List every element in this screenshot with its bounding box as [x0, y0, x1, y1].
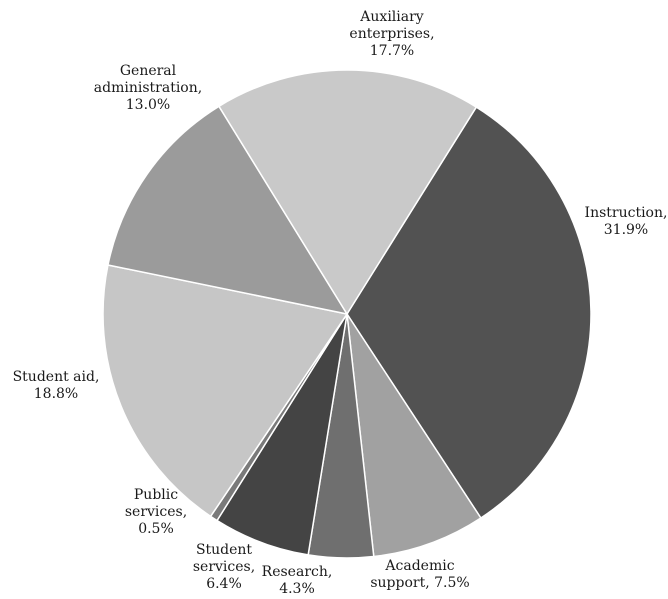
pie-labels: Instruction, 31.9% Academic support, 7.5% Re…: [13, 9, 668, 597]
slice-label-line: 4.3%: [279, 581, 315, 597]
slice-label-instruction: Instruction, 31.9%: [585, 205, 668, 238]
slice-label-general-administration: General administration, 13.0%: [94, 63, 202, 113]
pie-slice-auxiliary-enterprises: [217, 69, 478, 316]
slice-label-line: Public: [134, 487, 178, 503]
slice-label-line: Student aid,: [13, 369, 100, 385]
slice-label-line: services,: [125, 504, 187, 520]
slice-label-line: Academic: [384, 558, 454, 574]
slice-label-research: Research, 4.3%: [262, 564, 333, 597]
slice-label-line: 6.4%: [206, 576, 242, 592]
slice-label-line: 17.7%: [370, 43, 414, 59]
slice-label-line: 31.9%: [604, 222, 648, 238]
pie-slice-general-administration: [107, 105, 349, 316]
pie-slice-academic-support: [346, 313, 482, 558]
slice-label-line: Auxiliary: [359, 9, 423, 25]
slice-label-line: support, 7.5%: [370, 575, 469, 591]
slice-label-line: General: [120, 63, 177, 79]
pie-slices: [102, 69, 592, 559]
slice-label-line: Instruction,: [585, 205, 668, 221]
slice-label-line: enterprises,: [349, 26, 434, 42]
slice-label-line: services,: [193, 559, 255, 575]
slice-label-line: 0.5%: [138, 521, 174, 537]
slice-label-academic-support: Academic support, 7.5%: [370, 558, 469, 591]
slice-label-line: 18.8%: [34, 386, 78, 402]
slice-label-student-aid: Student aid, 18.8%: [13, 369, 100, 402]
pie-slice-instruction: [346, 106, 592, 520]
slice-label-line: 13.0%: [126, 97, 170, 113]
slice-label-auxiliary-enterprises: Auxiliary enterprises, 17.7%: [349, 9, 434, 59]
slice-label-line: Student: [196, 542, 252, 558]
pie-slice-student-aid: [102, 264, 349, 518]
slice-label-line: administration,: [94, 80, 202, 96]
slice-label-student-services: Student services, 6.4%: [193, 542, 255, 592]
slice-label-public-services: Public services, 0.5%: [125, 487, 187, 537]
slice-label-line: Research,: [262, 564, 333, 580]
